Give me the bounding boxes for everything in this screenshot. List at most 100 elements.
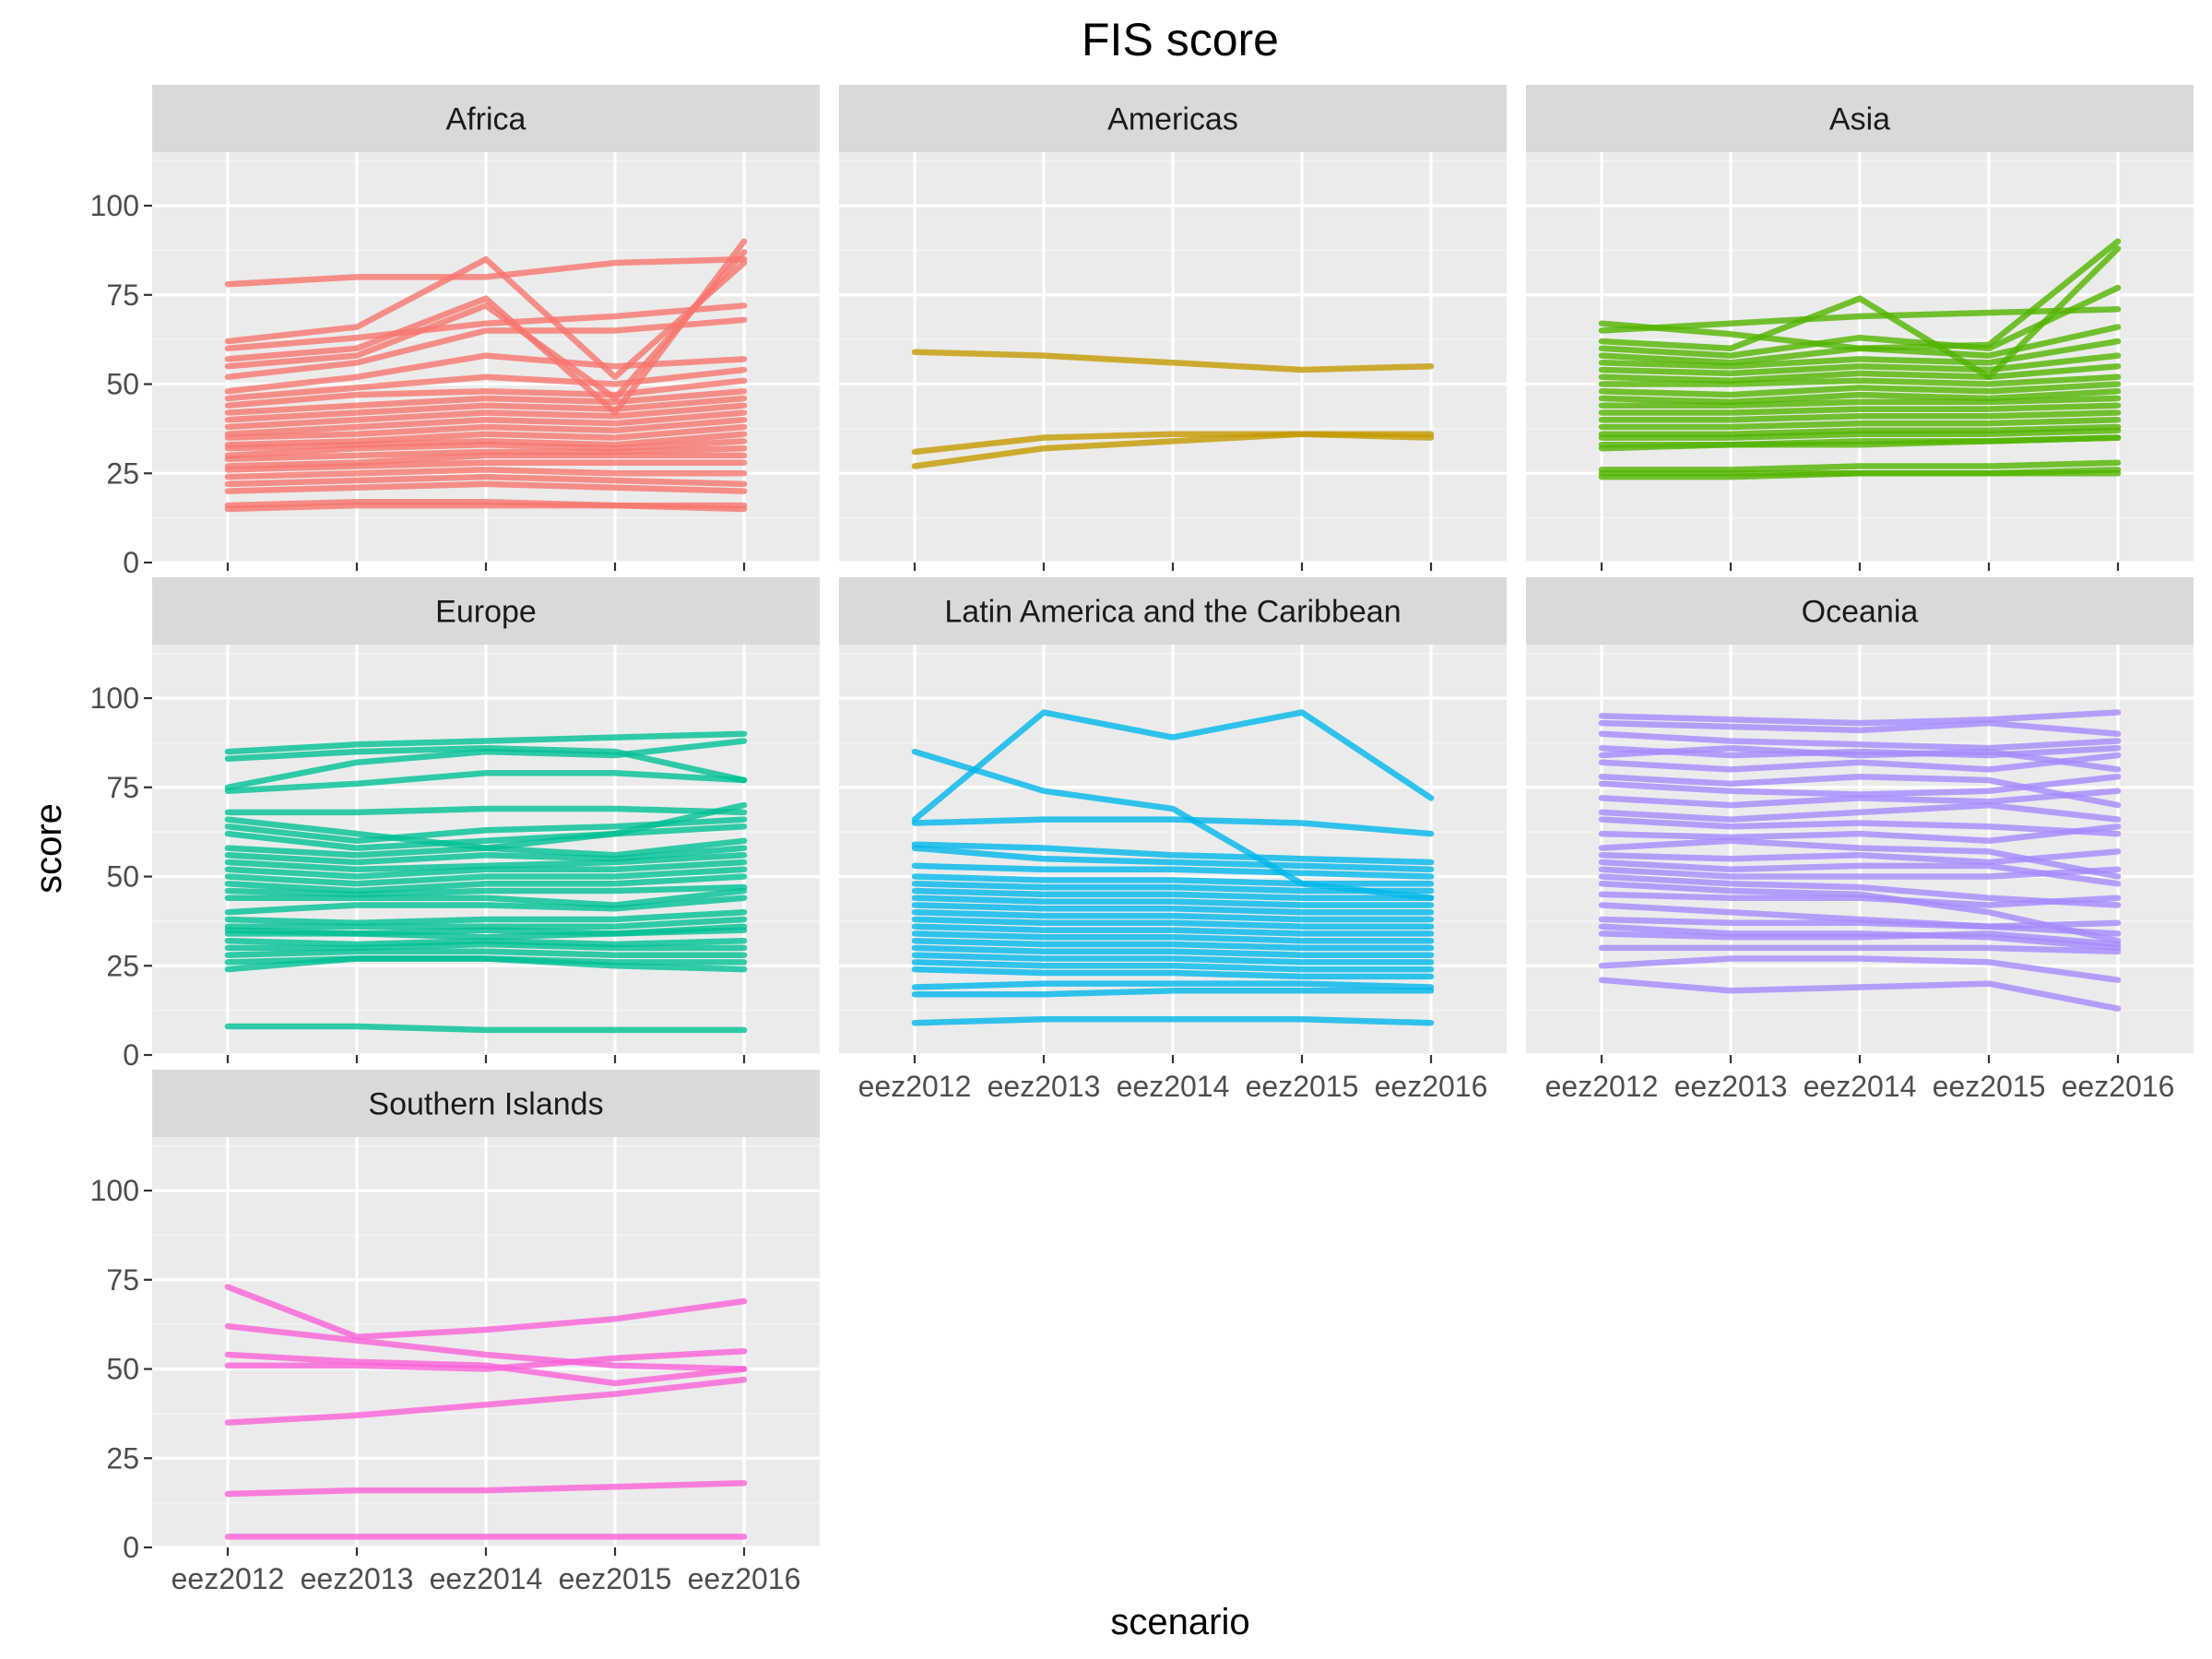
series-line [224,883,748,898]
panel-strip [839,85,1507,152]
series-line [224,916,748,930]
series-line [224,824,748,851]
panel-europe: Europe 0 25 50 75 100 [90,577,820,1072]
y-tick-label: 100 [90,1174,139,1207]
y-tick-label: 75 [106,1263,139,1297]
series-line [224,887,748,908]
panel-strip [839,577,1507,645]
series-line [1598,470,2122,480]
series-line [224,452,748,469]
series-line [1598,881,2122,944]
series-line [224,895,748,916]
x-tick-label: eez2014 [1804,1070,1917,1103]
y-tick-label: 25 [106,949,139,982]
series-line [911,1016,1435,1026]
panel-strip [1526,577,2194,645]
series-line [911,980,1435,990]
series-line [224,438,748,459]
series-line [911,816,1435,837]
series-line [224,1347,748,1372]
series-line [224,316,748,381]
x-tick-label: eez2015 [559,1562,672,1595]
series-line [224,873,748,895]
series-line [1598,752,2122,773]
panel-africa: Africa 0 25 50 75 100 [90,85,820,579]
series-line [1598,352,2122,377]
series-line [911,966,1435,980]
x-tick-label: eez2014 [1117,1070,1230,1103]
series-line [224,948,748,958]
y-tick-label: 100 [90,189,139,222]
series-line [1598,801,2122,823]
panel-strip-label: Latin America and the Caribbean [944,595,1401,630]
series-line [224,388,748,416]
series-line [224,423,748,448]
y-tick-label: 0 [123,1531,139,1564]
series-line [1598,338,2122,370]
series-line [1598,719,2122,737]
x-tick-label: eez2012 [172,1562,285,1595]
series-line [911,709,1435,823]
series-line [1598,816,2122,837]
series-line [1598,955,2122,983]
series-line [224,409,748,437]
panel-strip-label: Americas [1107,102,1238,137]
series-line [1598,709,2122,727]
series-line [224,352,748,395]
series-line [1598,824,2122,845]
series-line [911,895,1435,908]
series-line [1598,891,2122,908]
series-line [1598,930,2122,948]
panel-strip-label: Africa [446,102,526,137]
x-tick-label: eez2016 [1375,1070,1488,1103]
series-line [224,908,748,927]
series-line [911,988,1435,998]
series-line [1598,324,2122,366]
x-tick-label: eez2015 [1933,1070,2046,1103]
panel-strip-label: Southern Islands [368,1087,603,1122]
series-line [1598,245,2122,381]
series-line [1598,284,2122,359]
series-line [224,416,748,441]
chart-title: FIS score [1082,14,1279,65]
x-tick-label: eez2013 [988,1070,1101,1103]
series-line [224,473,748,488]
series-line [224,866,748,887]
series-line [1598,381,2122,398]
y-tick-label: 75 [106,771,139,804]
series-line [224,770,748,794]
y-tick-label: 50 [106,860,139,894]
series-line [224,238,748,416]
panel-strip [152,1070,820,1137]
series-line [1598,409,2122,423]
series-line [224,937,748,948]
series-line [224,1480,748,1498]
x-tick-label: eez2012 [1545,1070,1659,1103]
series-line [911,431,1435,469]
panel-americas: Americas [839,85,1507,571]
series-line [911,873,1435,887]
series-line [1598,402,2122,416]
y-tick-label: 75 [106,278,139,312]
series-line [224,941,748,952]
series-line [224,852,748,873]
panel-southern-islands: Southern Islands 0 25 50 75 100 eez2012 eez2013… [90,1070,820,1595]
series-line [1598,923,2122,952]
y-tick-label: 25 [106,1441,139,1475]
series-line [1598,730,2122,752]
series-line [911,923,1435,937]
x-tick-label: eez2016 [688,1562,801,1595]
series-line [224,837,748,859]
series-line [1598,388,2122,406]
series-line [1598,977,2122,1012]
panel-latin-america-and-the-caribbean: Latin America and the Caribbean eez2012 ee… [839,577,1507,1103]
series-line [911,908,1435,923]
y-tick-label: 0 [123,1038,139,1072]
series-line [224,1284,748,1340]
series-line [224,255,748,288]
series-line [911,902,1435,916]
series-line [1598,848,2122,866]
series-line [1598,459,2122,473]
x-tick-label: eez2014 [430,1562,543,1595]
y-axis-title: score [29,803,69,894]
